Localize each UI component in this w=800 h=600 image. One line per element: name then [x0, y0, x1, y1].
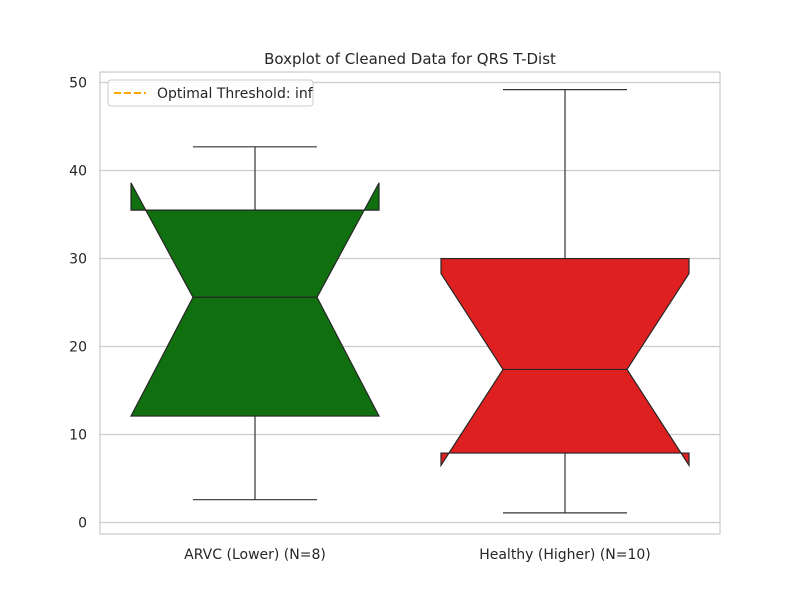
y-tick-label: 0	[78, 516, 87, 532]
chart-title: Boxplot of Cleaned Data for QRS T-Dist	[264, 50, 556, 68]
y-tick-label: 20	[69, 340, 87, 356]
notched-box	[130, 182, 380, 417]
box-layer	[130, 88, 690, 514]
x-tick-label: ARVC (Lower) (N=8)	[184, 547, 326, 563]
box-group	[440, 88, 690, 514]
plot-frame	[99, 71, 721, 535]
box-group	[130, 146, 380, 501]
legend-entry-label: Optimal Threshold: inf	[157, 86, 314, 102]
y-tick-label: 40	[69, 164, 87, 180]
x-tick-label: Healthy (Higher) (N=10)	[479, 547, 651, 563]
y-tick-label: 30	[69, 252, 87, 268]
legend-box	[107, 79, 314, 107]
y-tick-label: 50	[69, 76, 87, 92]
tick-layer: 0 10 20 30 40 50 ARVC (Lower) (N=8) Healthy (Hi…	[69, 76, 651, 563]
notched-box	[440, 257, 690, 468]
y-tick-label: 10	[69, 428, 87, 444]
legend: Optimal Threshold: inf	[107, 79, 314, 107]
